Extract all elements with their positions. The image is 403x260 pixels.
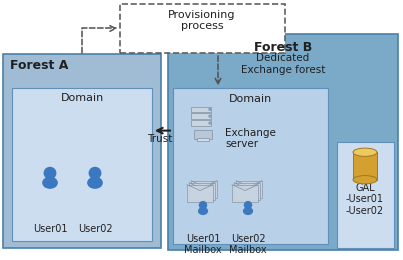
Bar	[120, 4, 285, 53]
Text: Domain: Domain	[60, 93, 104, 103]
Bar	[189, 183, 215, 200]
Bar	[173, 88, 328, 244]
Ellipse shape	[353, 176, 377, 184]
Text: Forest B: Forest B	[254, 41, 312, 54]
Bar	[197, 139, 209, 141]
Text: Trust: Trust	[147, 134, 173, 144]
Bar	[232, 185, 258, 202]
Bar	[337, 142, 394, 249]
Circle shape	[89, 167, 101, 179]
Text: User01: User01	[33, 224, 67, 234]
Ellipse shape	[353, 148, 377, 156]
Bar	[234, 183, 260, 200]
Text: Dedicated
Exchange forest: Dedicated Exchange forest	[241, 53, 325, 75]
Text: Forest A: Forest A	[10, 59, 69, 72]
Text: User02: User02	[78, 224, 112, 234]
Circle shape	[199, 202, 206, 209]
Text: User01
Mailbox: User01 Mailbox	[184, 234, 222, 255]
Circle shape	[245, 202, 251, 209]
Text: Exchange
server: Exchange server	[225, 128, 276, 149]
Text: Provisioning
process: Provisioning process	[168, 10, 236, 31]
Bar	[191, 181, 217, 198]
Bar	[353, 152, 377, 180]
Bar	[187, 185, 213, 202]
Text: GAL
-User01
-User02: GAL -User01 -User02	[346, 183, 384, 216]
Bar	[12, 88, 152, 240]
Bar	[194, 130, 212, 139]
Bar	[3, 54, 161, 249]
Circle shape	[209, 115, 211, 117]
Circle shape	[44, 167, 56, 179]
Circle shape	[209, 108, 211, 110]
Ellipse shape	[199, 208, 208, 214]
Ellipse shape	[43, 177, 57, 188]
Ellipse shape	[243, 208, 252, 214]
Circle shape	[209, 122, 211, 124]
Bar	[191, 120, 211, 126]
Bar	[236, 181, 262, 198]
Bar	[168, 34, 398, 250]
Text: User02
Mailbox: User02 Mailbox	[229, 234, 267, 255]
Bar	[191, 113, 211, 119]
Ellipse shape	[88, 177, 102, 188]
Bar	[191, 107, 211, 112]
Text: Domain: Domain	[229, 94, 272, 104]
